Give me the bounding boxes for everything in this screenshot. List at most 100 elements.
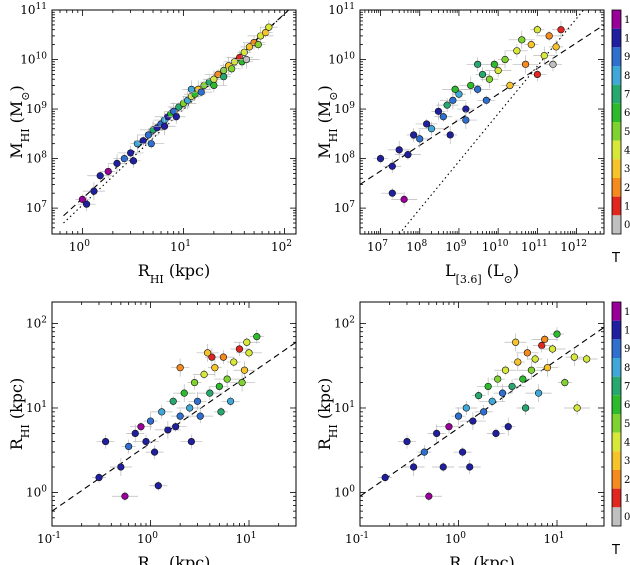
- data-point: [240, 366, 249, 374]
- x-tick-label: 109: [445, 239, 466, 254]
- data-point: [570, 353, 578, 361]
- colorbar-tick-label: 1: [624, 202, 630, 213]
- data-point: [521, 60, 530, 68]
- data-point: [197, 88, 205, 96]
- colorbar-tick-label: 6: [624, 400, 630, 411]
- data-point: [144, 131, 153, 139]
- data-point: [245, 349, 253, 357]
- data-point: [474, 85, 482, 93]
- y-tick-label: 101: [334, 400, 355, 415]
- x-tick-label: 10-1: [345, 531, 369, 546]
- data-point: [573, 404, 581, 412]
- data-point: [478, 70, 487, 79]
- data-point: [508, 382, 516, 391]
- data-point: [561, 378, 569, 387]
- data-point: [480, 408, 488, 416]
- colorbar-swatch: [612, 10, 621, 29]
- data-point: [172, 113, 180, 121]
- colorbar-swatch: [612, 451, 621, 470]
- data-point: [439, 113, 447, 121]
- colorbar: 11109876543210T: [611, 9, 630, 266]
- data-point: [513, 47, 521, 55]
- colorbar-tick-label: 11: [624, 15, 630, 26]
- data-point: [462, 116, 470, 124]
- data-point: [475, 392, 483, 400]
- data-point: [376, 154, 385, 163]
- data-point: [488, 397, 496, 405]
- data-point: [454, 412, 463, 420]
- data-point: [147, 140, 155, 148]
- data-point: [211, 364, 219, 372]
- data-point: [474, 60, 482, 68]
- colorbar-tick-label: 5: [624, 419, 630, 430]
- data-point: [127, 149, 135, 157]
- data-point: [204, 349, 212, 357]
- colorbar-swatch: [612, 140, 621, 160]
- data-point: [137, 423, 145, 431]
- data-point: [484, 382, 492, 391]
- colorbar-tick-label: 5: [624, 127, 630, 138]
- data-point: [187, 85, 196, 93]
- data-point: [527, 41, 535, 49]
- panel-top-right: 107 108 109 1010 1011 101210710810910101011L[…: [315, 2, 605, 286]
- x-tick-label: 101: [235, 531, 256, 546]
- data-point: [527, 366, 536, 374]
- data-point: [187, 437, 195, 446]
- data-point: [482, 96, 490, 104]
- data-point: [226, 397, 235, 405]
- colorbar-tick-label: 6: [624, 108, 630, 119]
- data-point: [439, 463, 447, 471]
- colorbar-swatch: [612, 122, 621, 141]
- data-point: [533, 70, 541, 79]
- colorbar-swatch: [612, 103, 621, 122]
- data-point: [139, 137, 147, 145]
- colorbar-swatch: [612, 28, 621, 48]
- data-point: [235, 345, 244, 353]
- x-axis-label: Rd (kpc): [449, 553, 515, 565]
- x-axis-label: L[3.6] (L⊙): [445, 261, 519, 286]
- data-point: [504, 423, 512, 431]
- data-point: [104, 167, 112, 176]
- data-point: [388, 189, 396, 197]
- data-point: [512, 338, 520, 346]
- data-point: [90, 187, 98, 195]
- x-tick-label: 107: [367, 239, 388, 254]
- data-point: [548, 345, 557, 353]
- x-tick-label: 102: [271, 239, 292, 254]
- data-point: [217, 408, 225, 416]
- colorbar-swatch: [612, 178, 621, 197]
- colorbar-tick-label: 10: [624, 326, 630, 337]
- x-axis-label: RHI (kpc): [138, 261, 210, 286]
- data-point: [381, 473, 389, 482]
- colorbar-tick-label: 1: [624, 494, 630, 505]
- plot-frame: [359, 9, 605, 235]
- colorbar-tick-label: 10: [624, 34, 630, 45]
- data-point: [445, 423, 453, 431]
- y-tick-label: 102: [334, 316, 355, 331]
- data-point: [121, 492, 129, 500]
- data-point: [531, 355, 539, 363]
- x-tick-label: 10-1: [37, 531, 61, 546]
- data-point: [180, 389, 188, 397]
- colorbar-swatch: [612, 66, 621, 85]
- colorbar-tick-label: 9: [624, 344, 630, 355]
- data-point: [210, 81, 218, 90]
- data-point: [494, 375, 502, 383]
- colorbar-swatch: [612, 376, 621, 396]
- colorbar-tick-label: 4: [624, 146, 630, 157]
- data-point: [458, 448, 467, 456]
- x-tick-label: 100: [445, 531, 466, 546]
- data-point: [388, 162, 396, 170]
- data-point: [425, 492, 433, 500]
- colorbar-tick-label: 2: [624, 183, 630, 194]
- colorbar-swatch: [612, 84, 621, 104]
- data-point: [519, 375, 527, 383]
- data-point: [120, 154, 128, 163]
- y-tick-label: 107: [26, 200, 47, 215]
- data-point: [552, 43, 560, 51]
- data-point: [557, 26, 565, 34]
- data-point: [485, 75, 494, 83]
- data-point: [449, 96, 457, 104]
- panel-bottom-left: 10-1 100 101 100 101 102 Reff (kpc) RHI (kpc): [7, 301, 297, 565]
- data-point: [501, 366, 510, 374]
